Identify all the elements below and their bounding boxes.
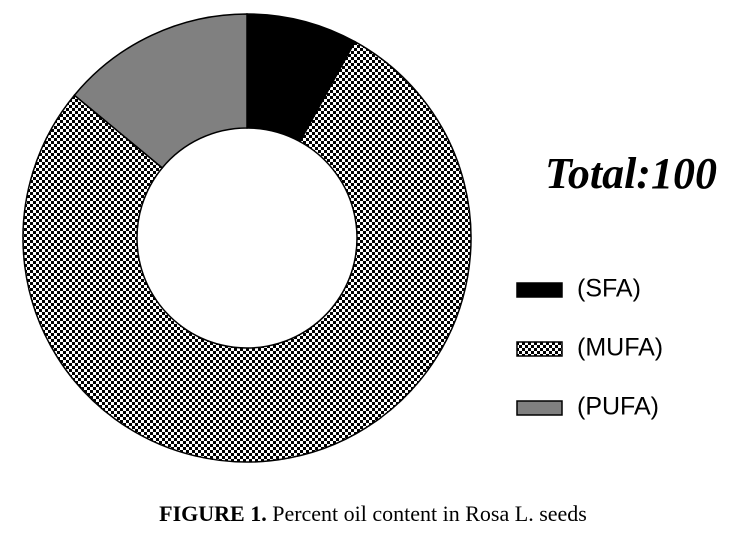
caption-label: FIGURE 1.: [159, 501, 267, 526]
legend-swatch: [516, 282, 563, 298]
annotation: Total:100: [545, 149, 717, 198]
caption: FIGURE 1. Percent oil content in Rosa L.…: [159, 501, 587, 526]
legend-swatch: [516, 341, 563, 357]
caption-text: Percent oil content in Rosa L. seeds: [272, 501, 587, 526]
donut-slice: [22, 40, 472, 463]
donut-slice: [73, 13, 248, 169]
legend-label: (SFA): [577, 275, 641, 303]
legend-swatch: [516, 400, 563, 416]
legend-label: (PUFA): [577, 393, 659, 421]
legend-label: (MUFA): [577, 334, 663, 362]
